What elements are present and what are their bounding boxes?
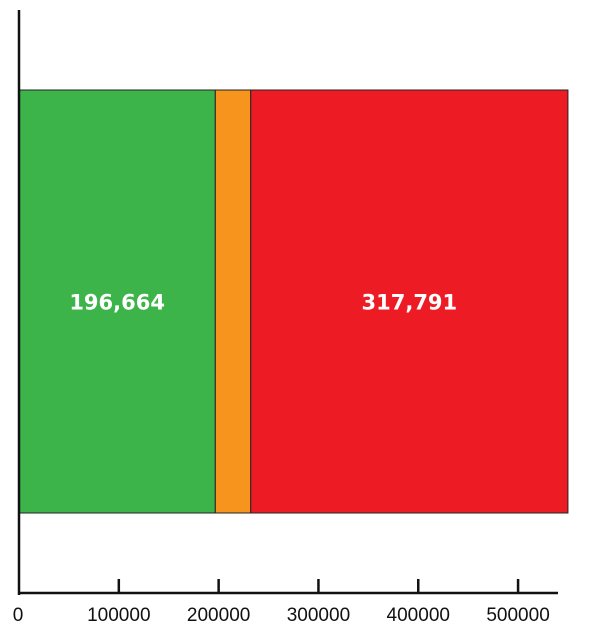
bar-segment-0 [18, 89, 216, 514]
bar-segments [18, 89, 569, 514]
x-tick-label-4: 400000 [387, 605, 450, 626]
x-tick-label-3: 300000 [287, 605, 350, 626]
data-label-0: 196,664 [69, 291, 165, 315]
x-axis-tick-labels: 0 100000 200000 300000 400000 500000 [13, 605, 550, 626]
data-label-2: 317,791 [362, 291, 458, 315]
x-tick-label-1: 100000 [87, 605, 150, 626]
x-tick-label-5: 500000 [486, 605, 549, 626]
bar-segment-1 [214, 89, 252, 514]
bar-segment-2 [250, 89, 569, 514]
data-labels: 196,664 317,791 [69, 291, 457, 315]
x-tick-label-2: 200000 [187, 605, 250, 626]
x-axis-ticks [117, 579, 520, 593]
x-tick-label-0: 0 [13, 605, 24, 626]
